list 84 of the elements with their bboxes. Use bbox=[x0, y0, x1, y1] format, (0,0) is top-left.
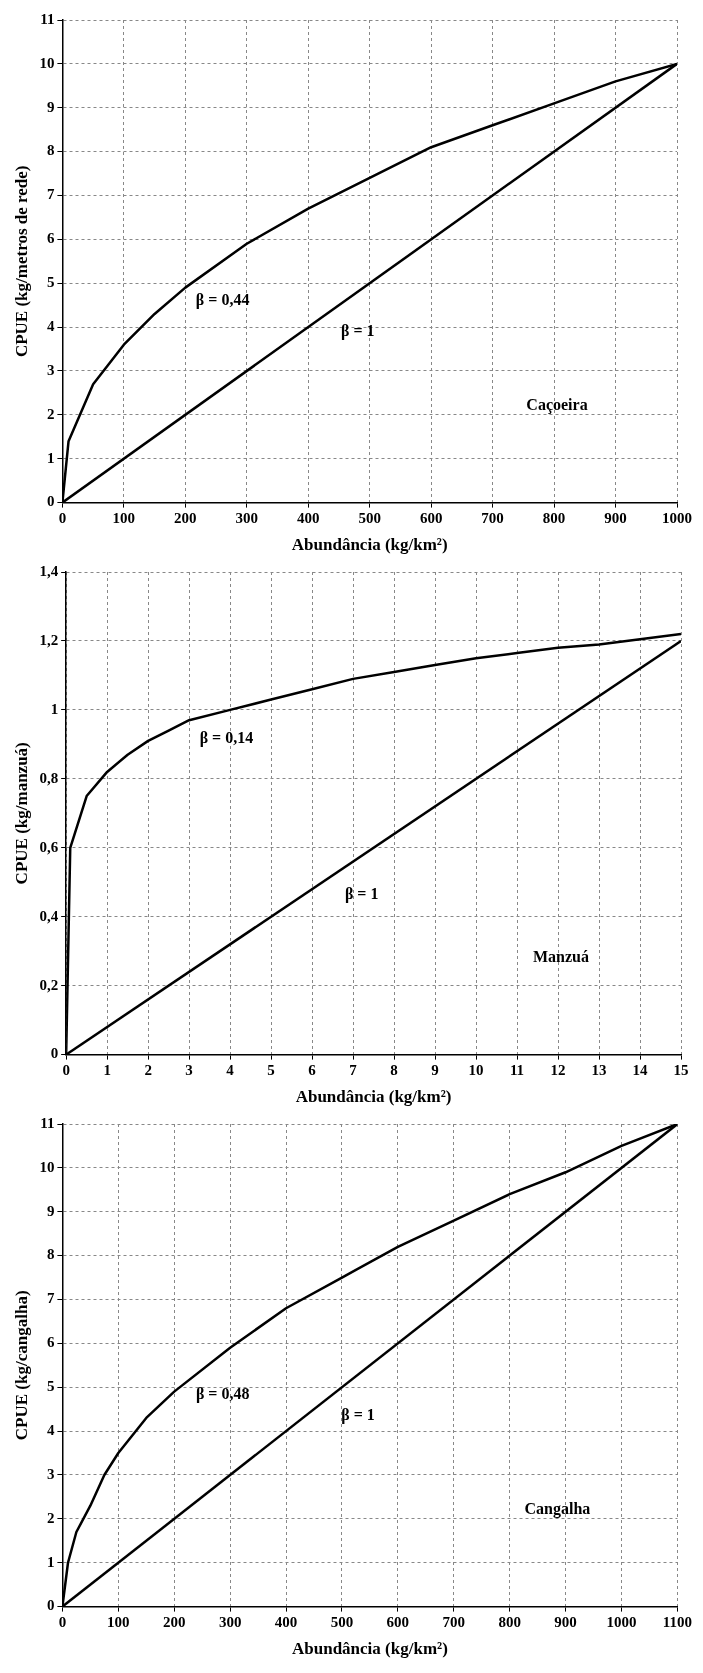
x-axis-title: Abundância (kg/km²) bbox=[291, 535, 448, 555]
y-tick-label: 2 bbox=[46, 1509, 55, 1526]
y-tick-label: 4 bbox=[46, 1421, 55, 1438]
x-tick-label: 4 bbox=[226, 1062, 235, 1079]
y-tick-label: 2 bbox=[46, 405, 55, 422]
x-axis-title: Abundância (kg/km²) bbox=[292, 1639, 448, 1659]
x-tick-label: 600 bbox=[419, 510, 443, 527]
x-tick-label: 2 bbox=[144, 1062, 152, 1079]
y-tick-label: 1 bbox=[46, 449, 55, 466]
y-tick-label: 8 bbox=[46, 1246, 55, 1263]
y-tick-label: 7 bbox=[46, 186, 55, 203]
y-axis-title: CPUE (kg/cangalha) bbox=[11, 1290, 31, 1441]
x-tick-label: 12 bbox=[550, 1062, 566, 1079]
x-tick-label: 9 bbox=[431, 1062, 439, 1079]
x-tick-label: 600 bbox=[386, 1614, 410, 1631]
series-label: β = 0,48 bbox=[195, 1385, 250, 1404]
x-tick-label: 8 bbox=[390, 1062, 398, 1079]
x-tick-label: 100 bbox=[112, 510, 136, 527]
x-tick-label: 900 bbox=[554, 1614, 577, 1631]
x-tick-label: 10 bbox=[468, 1062, 484, 1079]
x-tick-label: 400 bbox=[296, 510, 320, 527]
y-tick-label: 0 bbox=[46, 493, 55, 510]
x-tick-label: 11 bbox=[509, 1062, 525, 1079]
y-tick-label: 9 bbox=[46, 98, 55, 115]
x-tick-label: 200 bbox=[174, 510, 197, 527]
y-tick-label: 9 bbox=[46, 1202, 55, 1219]
x-tick-label: 300 bbox=[218, 1614, 242, 1631]
x-tick-label: 700 bbox=[442, 1614, 466, 1631]
series-label: β = 0,44 bbox=[195, 290, 250, 309]
y-tick-label: 0,6 bbox=[39, 838, 59, 855]
x-tick-label: 14 bbox=[632, 1062, 649, 1079]
x-tick-label: 5 bbox=[267, 1062, 275, 1079]
series-label: β = 0,14 bbox=[199, 729, 254, 748]
y-tick-label: 10 bbox=[39, 54, 55, 71]
series-label: β = 1 bbox=[344, 884, 379, 903]
y-tick-label: 3 bbox=[46, 361, 55, 378]
y-tick-label: 11 bbox=[40, 1114, 55, 1131]
y-tick-label: 1,4 bbox=[39, 562, 59, 579]
y-tick-label: 1 bbox=[50, 700, 59, 717]
series-label: β = 1 bbox=[341, 1406, 375, 1425]
annotation: Manzuá bbox=[533, 948, 589, 966]
y-tick-label: 1 bbox=[46, 1553, 55, 1570]
x-tick-label: 500 bbox=[358, 510, 381, 527]
y-tick-label: 0 bbox=[50, 1045, 59, 1062]
annotation: Cangalha bbox=[524, 1500, 591, 1519]
x-tick-label: 13 bbox=[591, 1062, 607, 1079]
y-tick-label: 4 bbox=[46, 317, 55, 334]
x-tick-label: 1 bbox=[103, 1062, 111, 1079]
y-tick-label: 6 bbox=[46, 1334, 55, 1351]
y-tick-label: 1,2 bbox=[39, 631, 59, 648]
x-tick-label: 1000 bbox=[606, 1614, 637, 1631]
y-tick-label: 0 bbox=[46, 1597, 55, 1614]
annotation: Caçoeira bbox=[526, 396, 588, 415]
series-label: β = 1 bbox=[341, 321, 375, 340]
x-tick-label: 6 bbox=[308, 1062, 317, 1079]
x-tick-label: 15 bbox=[673, 1062, 689, 1079]
y-tick-label: 7 bbox=[46, 1290, 55, 1307]
y-axis-title: CPUE (kg/metros de rede) bbox=[11, 165, 31, 358]
y-tick-label: 0,8 bbox=[39, 769, 59, 786]
x-tick-label: 700 bbox=[481, 510, 504, 527]
x-tick-label: 800 bbox=[542, 510, 566, 527]
x-tick-label: 800 bbox=[498, 1614, 521, 1631]
x-tick-label: 1100 bbox=[662, 1614, 693, 1631]
x-tick-label: 900 bbox=[604, 510, 627, 527]
y-tick-label: 6 bbox=[46, 230, 55, 247]
y-tick-label: 3 bbox=[46, 1465, 55, 1482]
x-tick-label: 1000 bbox=[662, 510, 692, 527]
y-tick-label: 5 bbox=[46, 1378, 55, 1395]
y-tick-label: 0,2 bbox=[39, 976, 59, 993]
y-tick-label: 10 bbox=[39, 1158, 55, 1175]
x-tick-label: 300 bbox=[235, 510, 259, 527]
x-tick-label: 200 bbox=[162, 1614, 186, 1631]
x-tick-label: 0 bbox=[62, 1062, 70, 1079]
y-tick-label: 11 bbox=[40, 10, 55, 27]
x-tick-label: 100 bbox=[107, 1614, 130, 1631]
y-tick-label: 8 bbox=[46, 142, 55, 159]
x-tick-label: 3 bbox=[185, 1062, 193, 1079]
x-tick-label: 7 bbox=[349, 1062, 358, 1079]
y-tick-label: 0,4 bbox=[39, 907, 59, 924]
x-axis-title: Abundância (kg/km²) bbox=[295, 1087, 452, 1107]
y-tick-label: 5 bbox=[46, 274, 55, 291]
x-tick-label: 500 bbox=[330, 1614, 354, 1631]
x-tick-label: 400 bbox=[274, 1614, 298, 1631]
y-axis-title: CPUE (kg/manzuá) bbox=[11, 742, 31, 885]
